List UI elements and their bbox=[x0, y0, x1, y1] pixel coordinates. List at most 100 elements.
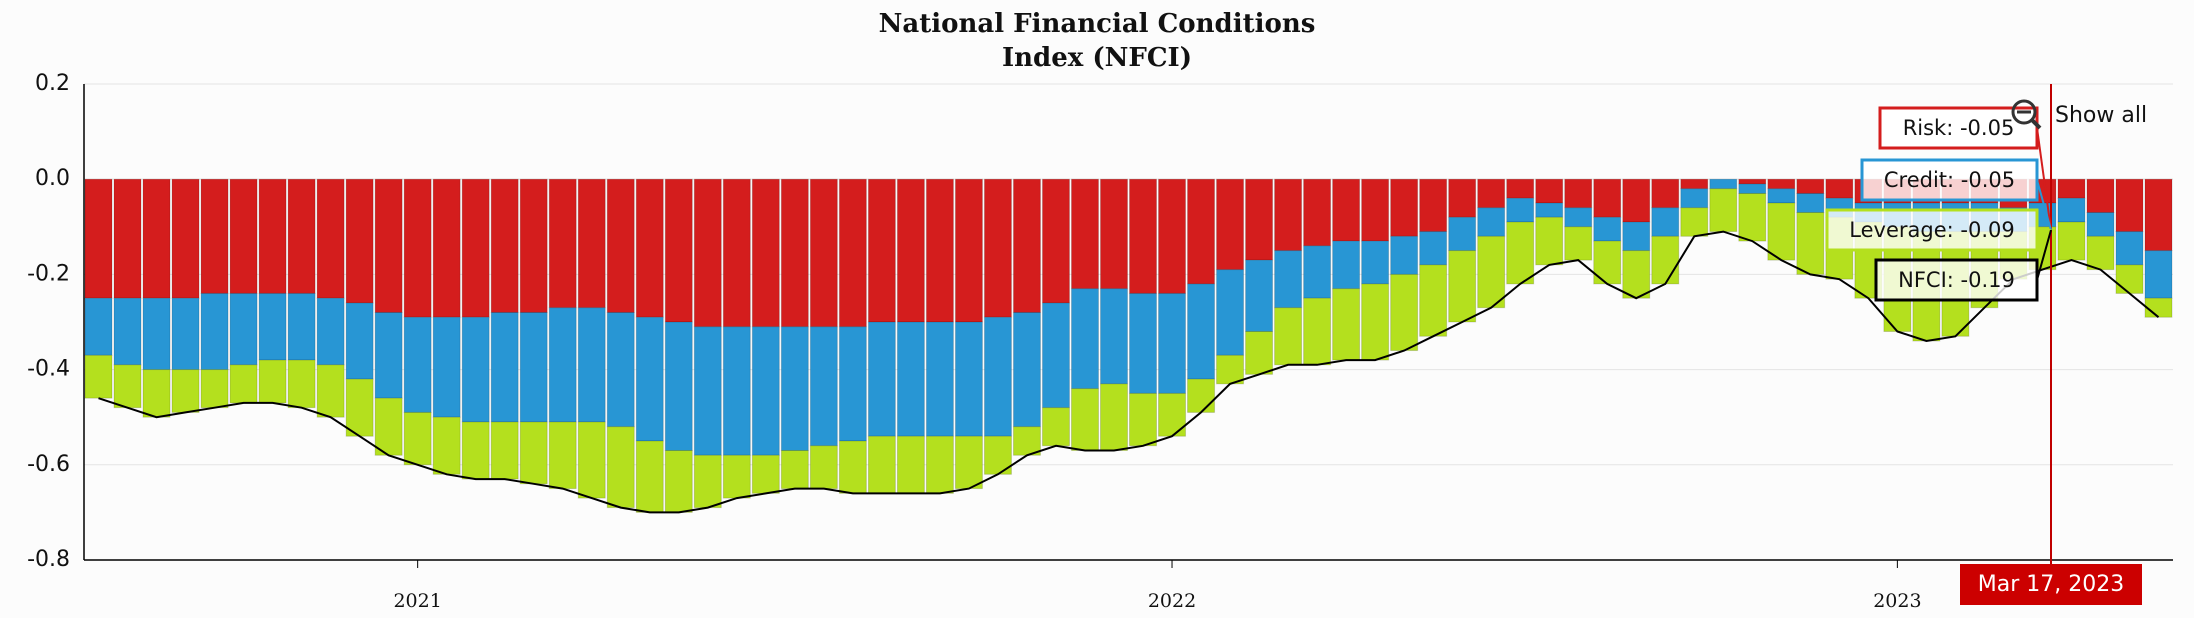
x-tick-label: 2023 bbox=[1873, 590, 1921, 612]
bar-segment bbox=[925, 321, 954, 437]
bar-segment bbox=[2115, 178, 2144, 233]
bar-segment bbox=[142, 297, 171, 371]
bar-segment bbox=[635, 178, 664, 318]
bar-segment bbox=[2144, 250, 2173, 299]
bar-segment bbox=[693, 178, 722, 328]
bar-segment bbox=[1012, 311, 1041, 428]
tooltip-box bbox=[1860, 158, 2039, 202]
bar-segment bbox=[1070, 288, 1099, 390]
bar-segment bbox=[1535, 216, 1564, 266]
bar-segment bbox=[258, 292, 287, 361]
bar-segment bbox=[1274, 178, 1303, 252]
bar-segment bbox=[1651, 207, 1680, 237]
bar-segment bbox=[1361, 178, 1390, 242]
bar-segment bbox=[1361, 283, 1390, 361]
bar-segment bbox=[1825, 178, 1854, 199]
tooltip-connector bbox=[2036, 179, 2052, 231]
bar-segment bbox=[113, 178, 142, 299]
bar-segment bbox=[925, 435, 954, 494]
bar-segment bbox=[664, 450, 693, 513]
bar-segment bbox=[1332, 240, 1361, 290]
bar-segment bbox=[693, 326, 722, 456]
bar-segment bbox=[1158, 178, 1187, 294]
bar-segment bbox=[1361, 240, 1390, 285]
bar-segment bbox=[722, 326, 751, 456]
bar-segment bbox=[403, 411, 432, 466]
bar-segment bbox=[84, 297, 113, 356]
x-tick-label: 2021 bbox=[393, 590, 441, 612]
bar-segment bbox=[751, 454, 780, 494]
bar-segment bbox=[664, 178, 693, 323]
bar-segment bbox=[316, 297, 345, 366]
bar-segment bbox=[1477, 207, 1506, 237]
zoom-icon-handle[interactable] bbox=[2030, 118, 2042, 130]
bar-segment bbox=[1216, 354, 1245, 385]
bar-segment bbox=[1506, 178, 1535, 199]
zoom-icon[interactable] bbox=[2011, 99, 2037, 125]
bar-segment bbox=[374, 311, 403, 399]
bar-segment bbox=[142, 178, 171, 299]
y-tick-label: 0.0 bbox=[35, 166, 70, 191]
bar-segment bbox=[809, 326, 838, 447]
bar-segment bbox=[461, 421, 490, 480]
bar-segment bbox=[577, 307, 606, 423]
bar-segment bbox=[809, 178, 838, 328]
bar-segment bbox=[171, 178, 200, 299]
bar-segment bbox=[1564, 226, 1593, 261]
lines bbox=[98, 230, 2160, 514]
bar-segment bbox=[1041, 178, 1070, 304]
bar-segment bbox=[1593, 216, 1622, 242]
bar-segment bbox=[606, 311, 635, 428]
bar-segment bbox=[1070, 388, 1099, 452]
bar-segment bbox=[1390, 235, 1419, 275]
bar-segment bbox=[1419, 178, 1448, 233]
bar-segment bbox=[1796, 212, 1825, 275]
bar-segment bbox=[374, 178, 403, 313]
bar-segment bbox=[1651, 178, 1680, 209]
bar-segment bbox=[1129, 292, 1158, 394]
bar-segment bbox=[461, 178, 490, 318]
bar-segment bbox=[1680, 188, 1709, 209]
bar-segment bbox=[693, 454, 722, 509]
bar-segment bbox=[1622, 221, 1651, 252]
bar-segment bbox=[519, 421, 548, 485]
bar-segment bbox=[84, 354, 113, 399]
bar-segment bbox=[432, 416, 461, 475]
tooltip-item: Risk: -0.05 bbox=[1903, 116, 2015, 140]
bar-segment bbox=[1593, 240, 1622, 285]
bar-segment bbox=[1448, 178, 1477, 218]
bar-segment bbox=[1680, 207, 1709, 237]
show-all-button[interactable]: Show all bbox=[2011, 99, 2147, 130]
bar-segment bbox=[1332, 178, 1361, 242]
bar-segment bbox=[1245, 259, 1274, 333]
show-all[interactable]: Show all bbox=[2055, 103, 2147, 128]
bar-segment bbox=[1041, 407, 1070, 447]
bar-segment bbox=[983, 316, 1012, 437]
tooltip-box bbox=[1874, 258, 2039, 302]
bar-segment bbox=[838, 178, 867, 328]
bar-segment bbox=[1680, 178, 1709, 190]
bar-segment bbox=[1796, 178, 1825, 194]
bar-segment bbox=[1738, 183, 1767, 194]
y-tick-label: -0.8 bbox=[27, 547, 70, 572]
tooltip-connector bbox=[2036, 127, 2052, 231]
bar-segment bbox=[113, 297, 142, 366]
bar-segment bbox=[1390, 178, 1419, 237]
bar-segment bbox=[1709, 178, 1738, 190]
bar-segment bbox=[664, 321, 693, 452]
y-tick-label: -0.2 bbox=[27, 261, 70, 286]
bar-segment bbox=[2086, 178, 2115, 214]
bar-segment bbox=[867, 435, 896, 494]
bar-segment bbox=[954, 435, 983, 490]
bar-segment bbox=[345, 302, 374, 380]
bar-segment bbox=[84, 178, 113, 299]
bar-segment bbox=[345, 378, 374, 437]
bar-segment bbox=[258, 178, 287, 294]
bar-segment bbox=[432, 316, 461, 418]
bar-segment bbox=[1535, 202, 1564, 218]
bar-segment bbox=[519, 311, 548, 423]
tooltip-item: Credit: -0.05 bbox=[1884, 168, 2015, 192]
bar-segment bbox=[1099, 383, 1128, 452]
y-tick-label: 0.2 bbox=[35, 71, 70, 96]
bar-segment bbox=[896, 435, 925, 494]
